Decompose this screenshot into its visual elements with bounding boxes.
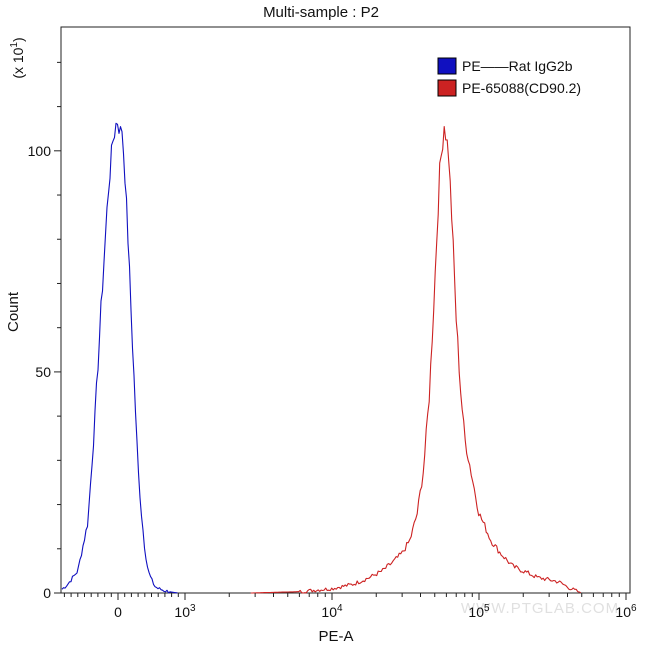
legend-swatch — [437, 57, 457, 75]
x-axis-ticks: 0 103 104 105 106 — [63, 593, 637, 620]
y-axis-label: Count — [5, 291, 22, 332]
y-tick-label: 100 — [28, 143, 52, 159]
legend-swatch — [437, 79, 457, 97]
watermark-text: WWW.PTGLAB.COM — [461, 600, 619, 617]
x-tick-label: 0 — [114, 604, 122, 620]
series-lines — [61, 122, 581, 594]
x-tick-label: 106 — [615, 603, 637, 620]
y-multiplier-exponent: 1 — [9, 42, 20, 48]
x-axis-label: PE-A — [318, 628, 353, 645]
y-multiplier-suffix: ) — [10, 37, 26, 42]
y-axis-ticks: 0 50 100 — [28, 61, 61, 601]
plot-area-frame — [60, 26, 631, 594]
series-line-cd90 — [250, 125, 581, 594]
y-tick-label: 0 — [43, 585, 51, 601]
legend-label: PE-65088(CD90.2) — [462, 80, 581, 96]
y-tick-label: 50 — [35, 364, 51, 380]
y-multiplier-label: (x 101) — [9, 37, 26, 78]
x-tick-label: 105 — [468, 603, 490, 620]
series-line-isotype — [61, 122, 178, 594]
legend: PE——Rat IgG2b PE-65088(CD90.2) — [437, 57, 581, 97]
x-tick-label: 104 — [321, 603, 343, 620]
legend-label: PE——Rat IgG2b — [462, 58, 573, 74]
watermark: WWW.PTGLAB.COM — [461, 600, 619, 617]
chart-title: Multi-sample : P2 — [263, 4, 379, 21]
y-multiplier-prefix: (x 10 — [10, 47, 26, 78]
x-tick-label: 103 — [174, 603, 196, 620]
